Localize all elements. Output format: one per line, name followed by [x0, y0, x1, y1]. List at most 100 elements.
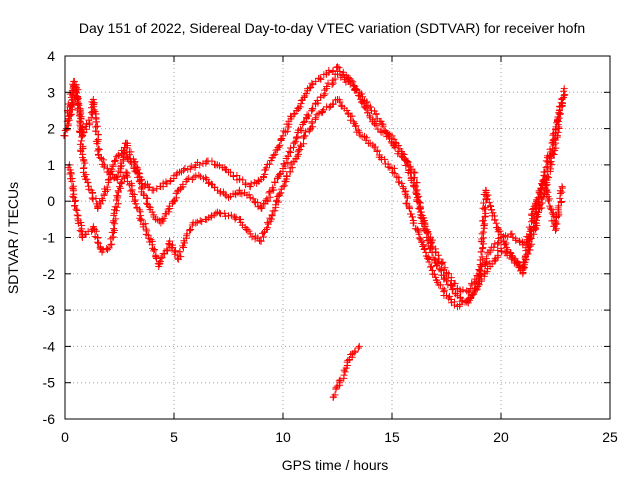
data-point	[428, 249, 436, 257]
data-point	[105, 176, 113, 184]
data-point	[119, 146, 127, 154]
data-point	[96, 244, 104, 252]
data-point	[468, 279, 476, 287]
data-point	[530, 202, 538, 210]
data-point	[394, 150, 402, 158]
data-point	[431, 256, 439, 264]
data-point	[317, 93, 325, 101]
data-point	[546, 204, 554, 212]
data-point	[403, 192, 411, 200]
data-point	[277, 136, 285, 144]
data-point	[449, 285, 457, 293]
data-point	[447, 296, 455, 304]
data-point	[552, 225, 560, 233]
y-tick-label: -2	[43, 266, 56, 282]
data-point	[156, 257, 164, 265]
data-point	[180, 166, 188, 174]
data-point	[77, 147, 85, 155]
data-point	[222, 192, 230, 200]
data-point	[549, 131, 557, 139]
data-point	[82, 120, 90, 128]
data-point	[372, 110, 380, 118]
data-point	[485, 198, 493, 206]
data-point	[73, 211, 81, 219]
data-point	[512, 257, 520, 265]
x-tick-label: 0	[61, 429, 69, 445]
data-point	[300, 119, 308, 127]
data-point	[302, 128, 310, 136]
data-point	[494, 246, 502, 254]
y-tick-label: 3	[47, 84, 55, 100]
data-point	[528, 218, 536, 226]
data-point	[137, 215, 145, 223]
data-point	[94, 238, 102, 246]
data-point	[304, 112, 312, 120]
data-point	[560, 87, 568, 95]
data-point	[320, 106, 328, 114]
data-point	[105, 244, 113, 252]
data-point	[84, 179, 92, 187]
data-point	[91, 226, 99, 234]
data-point	[264, 220, 272, 228]
data-point	[167, 176, 175, 184]
data-point	[189, 219, 197, 227]
data-point	[534, 212, 542, 220]
data-point	[483, 268, 491, 276]
data-point	[265, 160, 273, 168]
x-tick-label: 15	[384, 429, 400, 445]
data-point	[331, 70, 339, 78]
data-point	[76, 117, 84, 125]
data-point	[193, 218, 201, 226]
data-point	[242, 179, 250, 187]
data-point	[347, 116, 355, 124]
data-point	[323, 83, 331, 91]
data-point	[207, 180, 215, 188]
data-point	[284, 159, 292, 167]
data-point	[351, 347, 359, 355]
data-point	[347, 351, 355, 359]
data-point	[332, 384, 340, 392]
data-point	[196, 161, 204, 169]
data-point	[550, 136, 558, 144]
data-point	[446, 292, 454, 300]
data-point	[78, 232, 86, 240]
data-point	[552, 217, 560, 225]
data-point	[557, 198, 565, 206]
data-point	[390, 142, 398, 150]
data-point	[216, 209, 224, 217]
data-point	[208, 157, 216, 165]
data-point	[448, 281, 456, 289]
data-point	[245, 227, 253, 235]
data-point	[479, 228, 487, 236]
data-point	[308, 105, 316, 113]
data-point	[95, 239, 103, 247]
data-point	[177, 253, 185, 261]
data-point	[222, 166, 230, 174]
data-point	[198, 217, 206, 225]
data-point	[481, 213, 489, 221]
data-point	[363, 98, 371, 106]
data-point	[292, 138, 300, 146]
data-point	[544, 158, 552, 166]
data-point	[86, 119, 94, 127]
data-point	[293, 152, 301, 160]
data-point	[85, 185, 93, 193]
data-point	[398, 179, 406, 187]
data-point	[440, 291, 448, 299]
data-point	[116, 183, 123, 191]
data-point	[401, 156, 409, 164]
data-point	[88, 194, 96, 202]
data-point	[408, 213, 416, 221]
data-point	[263, 195, 271, 203]
x-axis-label: GPS time / hours	[282, 457, 389, 473]
data-point	[276, 141, 284, 149]
data-point	[300, 93, 308, 101]
data-point	[487, 203, 495, 211]
data-point	[309, 105, 317, 113]
data-point	[99, 196, 107, 204]
data-point	[335, 64, 343, 72]
data-point	[355, 342, 363, 350]
data-point	[185, 174, 193, 182]
data-point	[77, 137, 85, 145]
data-point	[65, 112, 73, 120]
